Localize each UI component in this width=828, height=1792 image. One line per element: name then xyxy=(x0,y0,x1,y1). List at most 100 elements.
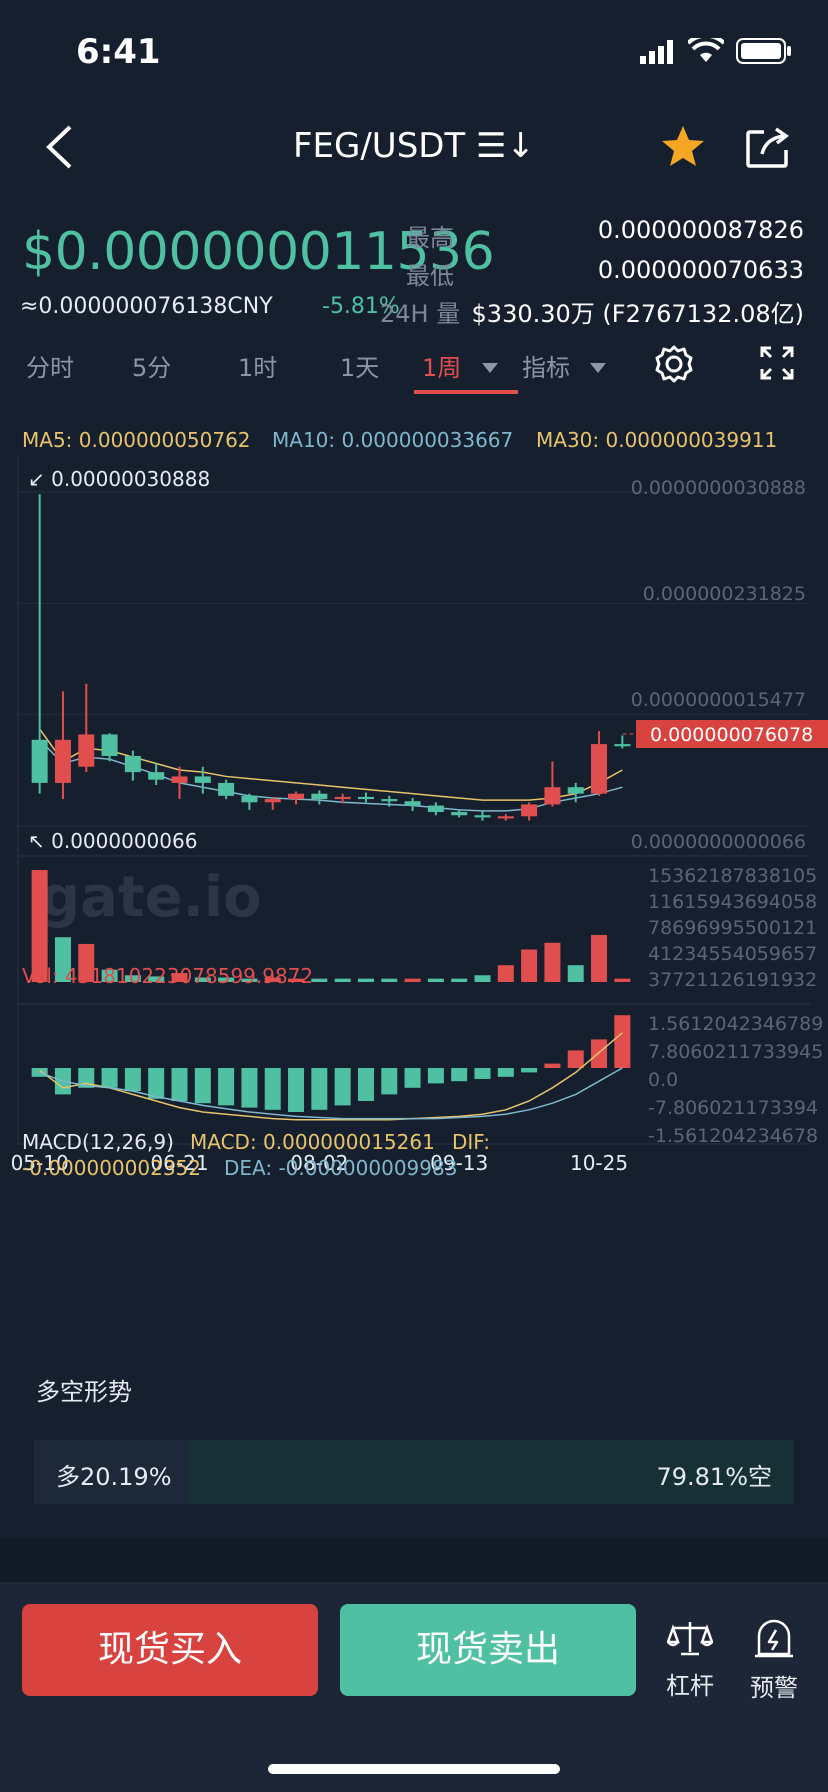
volume-value: $330.30万 (F2767132.08亿) xyxy=(471,300,804,328)
price-axis-label: 0.0000000015477 xyxy=(631,689,806,711)
macd-bar xyxy=(148,1068,165,1099)
leverage-label: 杠杆 xyxy=(666,1672,714,1700)
volume-bar xyxy=(381,978,398,982)
macd-value: MACD: 0.000000015261 xyxy=(190,1130,435,1154)
macd-axis-label: -1.561204234678 xyxy=(648,1125,818,1147)
wifi-icon xyxy=(686,33,726,68)
alert-button[interactable]: 预警 xyxy=(734,1618,814,1703)
fullscreen-icon[interactable] xyxy=(760,346,794,384)
candle-body xyxy=(54,739,71,783)
candle-body xyxy=(357,796,374,800)
macd-axis-label: 7.8060211733945 xyxy=(648,1041,823,1063)
x-axis-label: 09-13 xyxy=(430,1151,488,1175)
price-axis-label: 0.0000000000066 xyxy=(631,831,806,853)
tab-1day[interactable]: 1天 xyxy=(340,354,380,382)
tab-1hour[interactable]: 1时 xyxy=(238,354,278,382)
share-icon[interactable] xyxy=(746,126,790,172)
volume-axis-label: 11615943694058 xyxy=(648,891,817,913)
candle-body xyxy=(381,799,398,802)
current-price-tag xyxy=(636,720,828,748)
candle-body xyxy=(171,776,188,783)
favorite-star-icon[interactable] xyxy=(660,124,706,172)
volume-bar xyxy=(78,943,95,982)
macd-bar xyxy=(78,1068,95,1088)
x-axis-label: 08-02 xyxy=(290,1151,348,1175)
high-value: 0.000000087826 xyxy=(597,216,804,244)
macd-bar xyxy=(218,1068,235,1106)
volume-bar xyxy=(54,937,71,982)
dea-value: DEA: -0.000000009983 xyxy=(224,1156,458,1180)
macd-bar xyxy=(381,1068,398,1095)
volume-indicator: Vol: 451810223078599.9872 xyxy=(22,964,314,988)
ma30-value: MA30: 0.000000039911 xyxy=(536,428,778,452)
max-price-marker: ↙ 0.00000030888 xyxy=(28,467,210,491)
spot-sell-button[interactable]: 现货卖出 xyxy=(340,1604,636,1696)
candle-body xyxy=(241,795,258,803)
candle-body xyxy=(334,796,351,800)
volume-bar xyxy=(288,978,305,982)
tab-1week-dropdown-icon[interactable] xyxy=(482,358,498,377)
tab-timeshare[interactable]: 分时 xyxy=(26,354,74,382)
volume-bar xyxy=(427,978,444,982)
macd-bar xyxy=(567,1050,584,1068)
volume-bar xyxy=(357,978,374,982)
candle-body xyxy=(101,734,118,756)
sentiment-long-segment xyxy=(34,1440,188,1504)
x-axis-label: 10-25 xyxy=(570,1151,628,1175)
candle-body xyxy=(544,787,561,805)
macd-bar xyxy=(124,1068,141,1092)
back-icon[interactable] xyxy=(44,124,74,174)
macd-bar xyxy=(404,1068,421,1088)
volume-bar xyxy=(567,965,584,982)
volume-label: 24H 量 xyxy=(380,300,461,328)
signal-icon xyxy=(640,40,674,68)
macd-axis-label: 0.0 xyxy=(648,1069,678,1091)
candle-body xyxy=(264,799,281,803)
price-axis-label: 0.0000000030888 xyxy=(631,477,806,499)
candle-body xyxy=(311,793,328,800)
macd-params: MACD(12,26,9) xyxy=(22,1130,174,1154)
macd-bar xyxy=(521,1068,538,1073)
volume-axis-label: 15362187838105 xyxy=(648,865,817,887)
volume-bar xyxy=(148,976,165,982)
home-indicator xyxy=(268,1764,560,1774)
candle-body xyxy=(427,805,444,812)
tab-5min[interactable]: 5分 xyxy=(132,354,172,382)
macd-bar xyxy=(497,1068,514,1077)
price-axis-label: 0.000000231825 xyxy=(643,583,806,605)
macd-bar xyxy=(614,1015,631,1068)
watermark-logo: gate.io xyxy=(40,865,262,930)
macd-bar xyxy=(427,1068,444,1084)
spot-buy-button[interactable]: 现货买入 xyxy=(22,1604,318,1696)
price-cny: ≈0.000000076138CNY xyxy=(20,294,273,319)
candle-body xyxy=(567,787,584,794)
macd-bar xyxy=(334,1068,351,1106)
macd-axis-label: -7.806021173394 xyxy=(648,1097,818,1119)
macd-axis-label: 1.5612042346789 xyxy=(648,1013,823,1035)
macd-bar xyxy=(241,1068,258,1108)
status-time: 6:41 xyxy=(76,32,161,72)
macd-bar xyxy=(311,1068,328,1110)
kline-chart[interactable]: gate.io 0.0000000030888 0.000000231825 0.0… xyxy=(0,456,828,1312)
candle-body xyxy=(451,811,468,816)
volume-bar xyxy=(311,978,328,982)
tab-1week[interactable]: 1周 xyxy=(422,354,462,382)
scale-icon xyxy=(650,1618,730,1662)
tab-indicators[interactable]: 指标 xyxy=(522,354,570,382)
sentiment-bar: 多20.19% 79.81%空 xyxy=(34,1440,794,1504)
volume-bar xyxy=(591,934,608,982)
pair-title[interactable]: FEG/USDT ☰↓ xyxy=(292,126,536,166)
candle-body xyxy=(194,776,211,783)
candle-body xyxy=(218,782,235,796)
candle-body xyxy=(78,734,95,767)
leverage-button[interactable]: 杠杆 xyxy=(650,1618,730,1701)
settings-gear-icon[interactable] xyxy=(654,344,694,388)
volume-bar xyxy=(218,977,235,982)
indicators-dropdown-icon[interactable] xyxy=(590,358,606,377)
candle-body xyxy=(31,739,48,783)
volume-bar xyxy=(521,949,538,982)
dif-value: -0.000000002352 xyxy=(22,1156,201,1180)
alert-bell-icon xyxy=(734,1618,814,1664)
volume-bar xyxy=(614,978,631,982)
candle-body xyxy=(288,793,305,800)
